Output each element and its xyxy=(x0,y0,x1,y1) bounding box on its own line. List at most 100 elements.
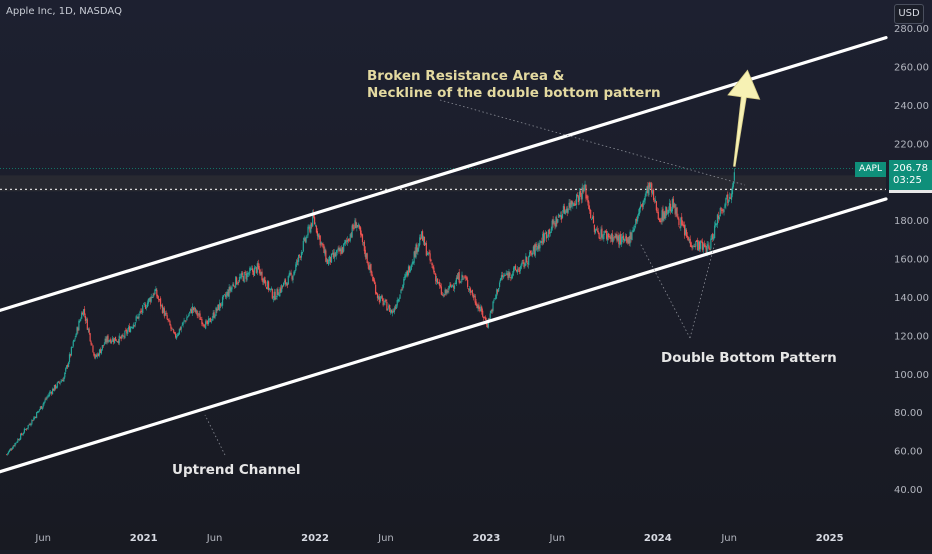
candle-body xyxy=(498,288,500,292)
candle-body xyxy=(662,208,664,221)
candle-body xyxy=(13,445,15,447)
candle-body xyxy=(313,217,316,225)
candle-body xyxy=(676,207,678,217)
candle-body xyxy=(306,236,308,238)
candle-body xyxy=(123,336,125,338)
candle-body xyxy=(289,272,291,275)
candle-body xyxy=(165,312,167,315)
candle-body xyxy=(359,225,361,229)
double-bottom-guide-2 xyxy=(689,242,716,339)
candle-body xyxy=(373,279,375,282)
candle-body xyxy=(544,233,547,234)
candle-body xyxy=(233,285,235,286)
candle-body xyxy=(368,265,370,271)
candle-body xyxy=(550,228,552,233)
candle-body xyxy=(67,364,69,367)
candle-body xyxy=(514,266,516,269)
candle-body xyxy=(715,224,718,225)
candle-body xyxy=(548,229,550,234)
candle-body xyxy=(159,298,162,307)
candle-body xyxy=(195,309,197,312)
candle-body xyxy=(111,341,113,343)
candle-body xyxy=(173,330,175,333)
candle-body xyxy=(409,269,411,272)
candle-body xyxy=(703,243,705,246)
candle-body xyxy=(280,287,282,292)
candle-body xyxy=(411,262,413,265)
candle-body xyxy=(723,209,725,213)
candle-body xyxy=(52,388,55,391)
candle-body xyxy=(188,314,190,317)
candle-body xyxy=(272,298,274,300)
candle-body xyxy=(644,196,646,201)
candle-body xyxy=(609,236,611,239)
candle-body xyxy=(361,234,364,243)
candle-body xyxy=(214,315,216,318)
candle-body xyxy=(602,237,604,239)
candle-body xyxy=(22,433,25,435)
resistance-annotation-line1: Broken Resistance Area & xyxy=(367,68,565,84)
candle-body xyxy=(590,209,592,219)
candle-body xyxy=(97,353,99,357)
candle-body xyxy=(344,242,346,244)
candle-body xyxy=(252,268,254,272)
candle-body xyxy=(626,239,628,243)
candle-body xyxy=(82,312,84,315)
candle-body xyxy=(639,205,642,209)
candle-body xyxy=(113,339,115,343)
candle-body xyxy=(569,202,571,209)
time-axis[interactable]: Jun 2021 Jun 2022 Jun 2023 Jun 2024 Jun 2025 xyxy=(34,533,843,544)
candle-body xyxy=(376,293,379,299)
candle-body xyxy=(604,231,606,234)
candle-body xyxy=(474,295,476,303)
candle-body xyxy=(33,417,35,421)
candle-body xyxy=(439,285,442,287)
candle-body xyxy=(117,340,119,343)
candle-body xyxy=(547,229,550,237)
candle-body xyxy=(202,323,204,324)
candle-body xyxy=(664,210,666,219)
candle-body xyxy=(401,288,403,290)
candle-body xyxy=(310,224,312,233)
candle-body xyxy=(421,231,424,241)
candle-body xyxy=(162,307,164,313)
candle-body xyxy=(338,247,340,252)
candle-body xyxy=(510,277,512,278)
candle-body xyxy=(490,310,492,314)
candle-body xyxy=(589,208,591,211)
candle-body xyxy=(172,328,174,330)
candle-body xyxy=(641,203,643,207)
candle-body xyxy=(621,236,623,245)
time-tick-label: Jun xyxy=(549,533,566,544)
candle-body xyxy=(305,236,307,243)
candle-body xyxy=(395,304,397,309)
currency-button[interactable]: USD xyxy=(894,4,924,24)
candle-body xyxy=(199,313,201,320)
candle-body xyxy=(302,240,304,252)
candle-body xyxy=(58,381,60,383)
candle-body xyxy=(80,319,82,321)
candle-body xyxy=(128,326,130,330)
candle-body xyxy=(560,214,562,217)
candle-body xyxy=(176,334,179,336)
candle-body xyxy=(84,316,87,321)
candle-body xyxy=(606,230,608,239)
candle-body xyxy=(264,276,266,283)
candle-body xyxy=(47,395,49,397)
candle-body xyxy=(137,316,139,319)
candle-body xyxy=(572,204,574,206)
candle-body xyxy=(654,199,657,202)
candle-body xyxy=(69,354,72,356)
candle-body xyxy=(357,225,359,227)
candle-body xyxy=(253,267,256,276)
candle-body xyxy=(207,318,210,325)
candle-body xyxy=(335,252,337,257)
candle-body xyxy=(81,312,83,319)
candle-body xyxy=(693,246,695,247)
candle-body xyxy=(406,270,409,276)
candle-body xyxy=(568,202,570,208)
candle-body xyxy=(106,336,108,343)
candle-body xyxy=(390,310,393,313)
candle-body xyxy=(454,283,457,285)
